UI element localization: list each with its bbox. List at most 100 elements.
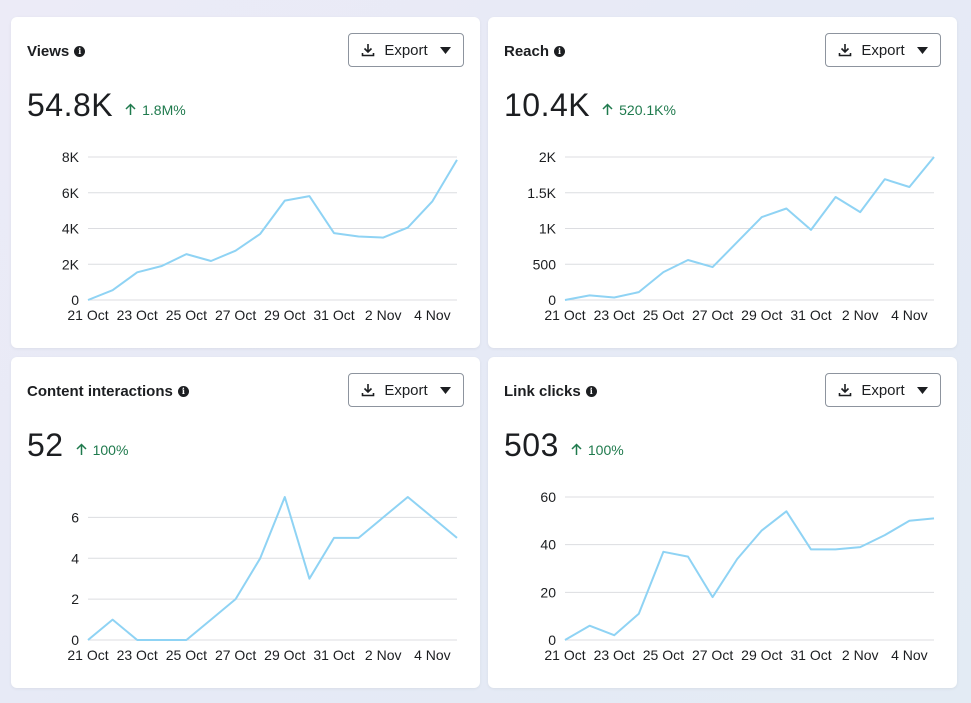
link-clicks-card: Link clicks i Export 503 100% 0 20 40 60 21 … <box>488 357 957 688</box>
y-tick-label: 40 <box>540 537 556 553</box>
metric-change-value: 100% <box>587 441 624 458</box>
x-tick-label: 21 Oct <box>67 647 108 663</box>
series-line <box>87 496 458 641</box>
metric: 54.8K 1.8M% <box>27 87 186 124</box>
x-tick-label: 31 Oct <box>313 307 354 323</box>
y-tick-label: 6K <box>62 185 80 201</box>
x-tick-label: 27 Oct <box>215 307 256 323</box>
x-tick-label: 21 Oct <box>544 647 585 663</box>
card-title-text: Views <box>27 43 70 60</box>
x-tick-label: 2 Nov <box>365 307 402 323</box>
x-tick-label: 4 Nov <box>414 647 451 663</box>
arrow-up-icon <box>571 443 582 455</box>
x-tick-label: 25 Oct <box>643 647 684 663</box>
metric: 52 100% <box>27 427 128 464</box>
y-tick-label: 20 <box>540 584 556 600</box>
arrow-up-icon <box>76 443 87 455</box>
y-tick-label: 0 <box>548 292 556 308</box>
x-tick-label: 31 Oct <box>790 307 831 323</box>
card-title-text: Reach <box>504 43 550 60</box>
export-label: Export <box>861 41 905 59</box>
x-tick-label: 27 Oct <box>692 647 733 663</box>
y-tick-label: 8K <box>62 149 80 165</box>
x-tick-label: 21 Oct <box>544 307 585 323</box>
card-title: Link clicks i <box>504 383 597 400</box>
x-tick-label: 23 Oct <box>117 307 158 323</box>
x-tick-label: 29 Oct <box>741 647 782 663</box>
info-icon[interactable]: i <box>585 386 597 397</box>
series-line <box>564 510 935 641</box>
y-tick-label: 6 <box>71 509 79 525</box>
views-card: Views i Export 54.8K 1.8M% 0 2K 4K 6K 8K 21 O… <box>11 17 480 348</box>
caret-down-icon <box>439 386 451 394</box>
x-tick-label: 29 Oct <box>264 647 305 663</box>
export-button[interactable]: Export <box>348 373 464 407</box>
x-tick-label: 2 Nov <box>842 647 879 663</box>
caret-down-icon <box>916 386 928 394</box>
x-tick-label: 27 Oct <box>692 307 733 323</box>
metric-change-value: 100% <box>92 441 129 458</box>
reach-card: Reach i Export 10.4K 520.1K% 0 500 1K 1.5K 2… <box>488 17 957 348</box>
reach-chart: 0 500 1K 1.5K 2K 21 Oct 23 Oct 25 Oct 27 Oct 29 O… <box>527 149 935 323</box>
caret-down-icon <box>439 46 451 54</box>
y-tick-label: 0 <box>71 292 79 308</box>
x-tick-label: 23 Oct <box>117 647 158 663</box>
card-title-text: Link clicks <box>504 383 581 400</box>
y-tick-label: 2K <box>539 149 557 165</box>
x-tick-label: 23 Oct <box>594 307 635 323</box>
x-tick-label: 31 Oct <box>790 647 831 663</box>
export-label: Export <box>384 381 428 399</box>
y-tick-label: 1K <box>539 221 557 237</box>
y-tick-label: 4K <box>62 221 80 237</box>
x-tick-label: 29 Oct <box>741 307 782 323</box>
views-chart: 0 2K 4K 6K 8K 21 Oct 23 Oct 25 Oct 27 Oct 29 Oct 3… <box>62 149 458 323</box>
x-tick-label: 4 Nov <box>891 647 928 663</box>
x-tick-label: 29 Oct <box>264 307 305 323</box>
x-tick-label: 25 Oct <box>643 307 684 323</box>
info-icon[interactable]: i <box>554 46 566 57</box>
x-tick-label: 25 Oct <box>166 307 207 323</box>
card-title-text: Content interactions <box>27 383 173 400</box>
x-tick-label: 4 Nov <box>891 307 928 323</box>
x-tick-label: 4 Nov <box>414 307 451 323</box>
card-title: Views i <box>27 43 86 60</box>
y-tick-label: 4 <box>71 550 79 566</box>
series-line <box>564 156 935 301</box>
metric: 503 100% <box>504 427 624 464</box>
card-title: Reach i <box>504 43 566 60</box>
x-tick-label: 23 Oct <box>594 647 635 663</box>
x-tick-label: 2 Nov <box>365 647 402 663</box>
x-tick-label: 25 Oct <box>166 647 207 663</box>
export-button[interactable]: Export <box>348 33 464 67</box>
download-icon <box>839 44 852 57</box>
export-button[interactable]: Export <box>825 373 941 407</box>
info-icon[interactable]: i <box>74 46 86 57</box>
metric-change: 100% <box>76 441 129 458</box>
metric-value: 54.8K <box>27 87 114 123</box>
metric-change-value: 520.1K% <box>619 101 676 118</box>
x-tick-label: 31 Oct <box>313 647 354 663</box>
download-icon <box>362 384 375 397</box>
metric-change: 520.1K% <box>602 102 676 118</box>
metric-value: 503 <box>504 427 559 463</box>
series-line <box>87 159 458 301</box>
x-tick-label: 2 Nov <box>842 307 879 323</box>
y-tick-label: 60 <box>540 489 556 505</box>
caret-down-icon <box>916 46 928 54</box>
y-tick-label: 0 <box>71 632 79 648</box>
export-button[interactable]: Export <box>825 33 941 67</box>
metric-change: 1.8M% <box>125 102 186 118</box>
metric: 10.4K 520.1K% <box>504 87 676 124</box>
content-interactions-chart: 0 2 4 6 21 Oct 23 Oct 25 Oct 27 Oct 29 Oct 31 Oct… <box>67 496 458 663</box>
link-clicks-chart: 0 20 40 60 21 Oct 23 Oct 25 Oct 27 Oct 29 Oct 31 … <box>540 489 935 663</box>
y-tick-label: 2 <box>71 591 79 607</box>
y-tick-label: 500 <box>533 256 557 272</box>
card-title: Content interactions i <box>27 383 189 400</box>
arrow-up-icon <box>125 103 136 115</box>
export-label: Export <box>861 381 905 399</box>
export-label: Export <box>384 41 428 59</box>
x-tick-label: 21 Oct <box>67 307 108 323</box>
y-tick-label: 2K <box>62 256 80 272</box>
download-icon <box>362 44 375 57</box>
info-icon[interactable]: i <box>177 386 189 397</box>
